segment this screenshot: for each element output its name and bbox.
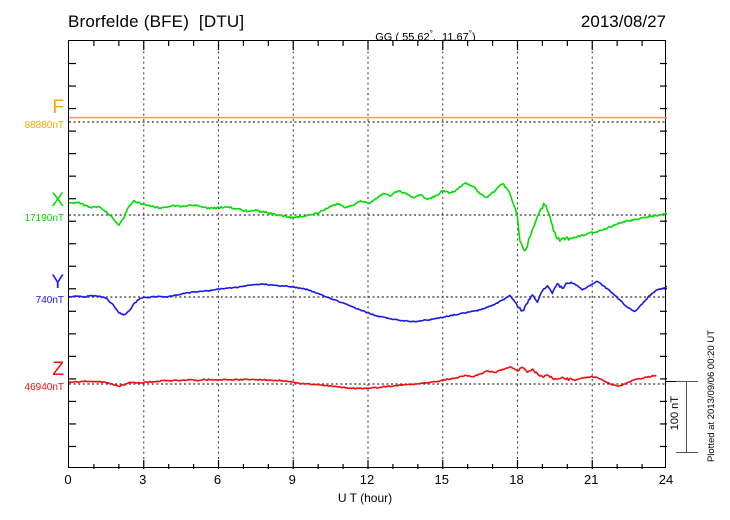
trace-y bbox=[69, 280, 667, 323]
scale-bar-line bbox=[686, 381, 688, 453]
x-tick-label: 18 bbox=[509, 472, 524, 487]
trace-x bbox=[69, 182, 667, 252]
component-symbol-y: Y bbox=[51, 272, 64, 293]
baselines-group bbox=[69, 121, 667, 385]
scale-bar bbox=[676, 381, 698, 453]
component-symbol-x: X bbox=[51, 190, 64, 211]
degree-symbol-lat: ° bbox=[429, 29, 433, 38]
x-tick-label: 6 bbox=[213, 472, 222, 487]
component-value-y: 740nT bbox=[35, 295, 64, 306]
component-label-f: F 88880nT bbox=[2, 98, 64, 132]
x-tick-label: 0 bbox=[64, 472, 72, 487]
component-value-x: 17190nT bbox=[24, 213, 64, 224]
plotted-timestamp: Plotted at 2013/09/06 00:20 UT bbox=[706, 330, 717, 463]
x-tick-label: 12 bbox=[359, 472, 375, 487]
x-tick-label: 21 bbox=[584, 472, 599, 487]
component-label-x: X 17190nT bbox=[2, 191, 64, 225]
magnetogram-svg bbox=[69, 41, 667, 469]
scale-bar-label: 100 nT bbox=[669, 396, 681, 431]
trace-z bbox=[69, 365, 657, 390]
x-tick-label: 24 bbox=[658, 472, 674, 487]
geo-suffix: ) bbox=[471, 31, 476, 44]
component-symbol-z: Z bbox=[52, 359, 64, 380]
gridlines-group bbox=[143, 41, 593, 469]
traces-group bbox=[69, 116, 667, 390]
x-tick-label: 9 bbox=[288, 472, 296, 487]
degree-symbol-lon: ° bbox=[468, 29, 472, 38]
scale-bar-bottom-cap bbox=[676, 451, 698, 453]
station-title: Brorfelde (BFE) [DTU] bbox=[68, 12, 245, 31]
axis-ticks-group bbox=[69, 41, 667, 469]
component-symbol-f: F bbox=[52, 97, 64, 118]
observation-date: 2013/08/27 bbox=[580, 12, 666, 31]
magnetogram-plot-area bbox=[68, 40, 667, 469]
x-axis-title: U T (hour) bbox=[337, 491, 393, 505]
component-value-z: 46940nT bbox=[24, 382, 64, 393]
component-value-f: 88880nT bbox=[24, 120, 64, 131]
x-tick-label: 15 bbox=[434, 472, 449, 487]
component-label-y: Y 740nT bbox=[2, 273, 64, 307]
x-tick-label: 3 bbox=[139, 472, 147, 487]
component-label-z: Z 46940nT bbox=[2, 360, 64, 394]
